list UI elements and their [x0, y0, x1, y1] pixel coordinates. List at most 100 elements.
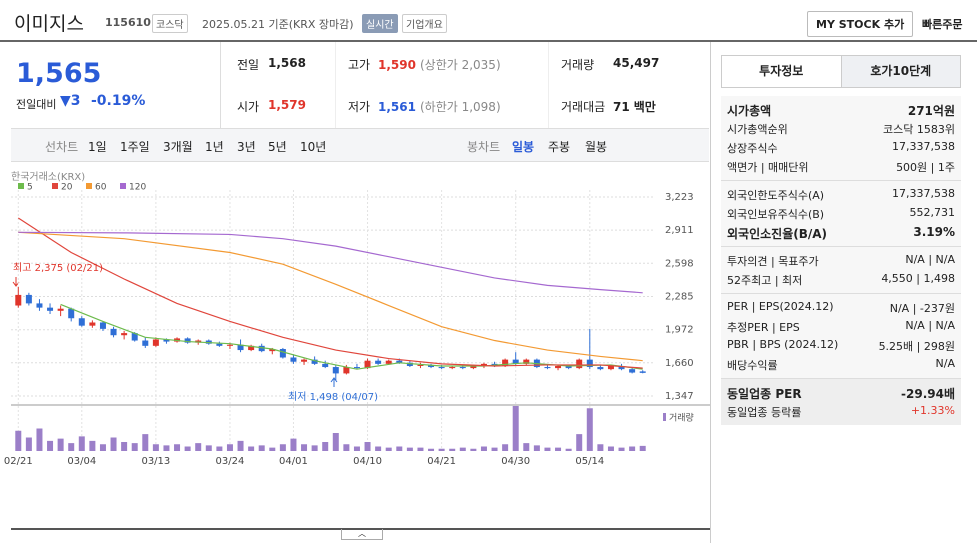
volume-bar: [322, 442, 329, 451]
info-value: 4,550 | 1,498: [881, 272, 955, 285]
candle-body: [47, 307, 54, 311]
period-tab[interactable]: 1년: [205, 140, 224, 154]
volume-bar: [195, 443, 202, 451]
info-row: PER | EPS(2024.12) N/A | -237원: [727, 298, 955, 317]
volume-bar: [438, 448, 445, 451]
side-tab[interactable]: 투자정보: [759, 64, 804, 78]
info-row: 배당수익률 N/A: [727, 355, 955, 374]
side-tab[interactable]: 호가10단계: [840, 56, 960, 87]
candle-body: [269, 349, 276, 352]
period-tab[interactable]: 3년: [237, 140, 256, 154]
candle-body: [565, 365, 572, 369]
candle-body: [311, 359, 318, 364]
candle-tab[interactable]: 주봉: [548, 140, 571, 154]
stat-note: (상한가 2,035): [419, 58, 501, 72]
volume-bar: [343, 444, 350, 451]
candle-body: [332, 367, 339, 374]
volume-bar: [237, 440, 244, 451]
volume-bar: [396, 446, 403, 451]
quick-order[interactable]: 빠른주문: [922, 18, 963, 31]
info-value: 3.19%: [913, 225, 955, 239]
candle-tab[interactable]: 일봉: [512, 140, 535, 154]
candle-body: [512, 359, 519, 364]
overview-tag[interactable]: 기업개요: [402, 14, 447, 33]
candle-body: [502, 359, 509, 366]
volume-bar: [385, 447, 392, 451]
candle-body: [597, 367, 604, 370]
change-value: 3: [70, 93, 81, 109]
period-tab[interactable]: 10년: [300, 140, 327, 154]
info-label: PER | EPS(2024.12): [727, 300, 834, 313]
volume-bar: [480, 446, 487, 451]
period-tab[interactable]: 5년: [268, 140, 287, 154]
y-tick-label: 3,223: [665, 192, 694, 203]
legend-label: 20: [61, 183, 73, 193]
candle-body: [25, 294, 32, 304]
volume-bar: [57, 438, 64, 451]
candle-body: [576, 359, 583, 369]
info-label: PBR | BPS (2024.12): [727, 338, 839, 351]
candle-body: [438, 367, 445, 369]
realtime-tag[interactable]: 실시간: [362, 14, 398, 33]
volume-bar: [375, 446, 382, 451]
stat-label: 시가: [237, 100, 260, 114]
info-box: 시가총액 271억원 시가총액순위 코스닥 1583위 상장주식수 17,337,538 액…: [721, 96, 961, 425]
candle-body: [15, 294, 22, 306]
candle-body: [322, 363, 329, 368]
candle-body: [586, 359, 593, 368]
stat-note: 백만: [633, 100, 656, 114]
stat-value: 1,579: [268, 98, 306, 112]
y-tick-label: 2,911: [665, 225, 694, 236]
candle-body: [417, 364, 424, 366]
change: ▼3: [60, 93, 81, 109]
volume-bar: [131, 443, 138, 451]
volume-bar: [78, 436, 85, 451]
period-tab[interactable]: 1일: [88, 140, 107, 154]
info-value: N/A | N/A: [905, 253, 955, 266]
volume-bar: [523, 443, 530, 451]
candle-body: [99, 322, 106, 329]
collapse-button[interactable]: ︿: [341, 529, 383, 540]
date: 2025.05.21 기준(KRX 장마감): [202, 18, 354, 31]
volume-bar: [110, 437, 117, 451]
x-tick-label: 03/24: [216, 456, 245, 467]
stat-value: 1,590 (상한가 2,035): [378, 56, 501, 73]
info-label: 52주최고 | 최저: [727, 274, 803, 287]
period-tab[interactable]: 3개월: [163, 140, 193, 154]
legend-swatch: [86, 183, 92, 189]
candle-body: [555, 365, 562, 369]
period-tabs: 선차트 1일 1주일 3개월 1년 3년 5년 10년 봉차트 일봉 주봉 월봉: [11, 128, 709, 162]
footer-line: [11, 528, 710, 530]
stat-number: 45,497: [613, 56, 660, 70]
stock-code: 115610: [105, 16, 151, 29]
candle-body: [142, 340, 149, 346]
info-label: 액면가 | 매매단위: [727, 161, 809, 174]
period-tab[interactable]: 1주일: [120, 140, 150, 154]
info-row: 시가총액 271억원: [727, 100, 955, 119]
candle-body: [385, 360, 392, 364]
info-label: 외국인한도주식수(A): [727, 189, 825, 202]
candle-tab[interactable]: 월봉: [585, 140, 608, 154]
info-value: +1.33%: [910, 404, 955, 417]
stat-label: 거래량: [561, 58, 595, 72]
volume-bar: [607, 446, 614, 451]
volume-bar: [428, 448, 435, 451]
volume-bar: [586, 408, 593, 451]
tab-label: 봉차트: [467, 140, 501, 154]
info-label: 동일업종 PER: [727, 387, 802, 401]
volume-bar: [449, 448, 456, 451]
info-value: 552,731: [909, 206, 956, 219]
candle-body: [248, 345, 255, 351]
stat-note: (하한가 1,098): [419, 100, 501, 114]
stock-name: 이미지스: [14, 13, 84, 35]
candle-body: [57, 308, 64, 311]
volume-bar: [544, 447, 551, 451]
volume-bar: [258, 445, 265, 451]
info-section: 시가총액 271억원 시가총액순위 코스닥 1583위 상장주식수 17,337,538 액…: [721, 96, 961, 181]
candle-body: [216, 343, 223, 346]
my-stock-button[interactable]: MY STOCK 추가: [807, 11, 914, 37]
y-tick-label: 1,347: [665, 391, 694, 402]
volume-bar: [279, 444, 286, 451]
info-row: 동일업종 등락률 +1.33%: [727, 402, 955, 421]
